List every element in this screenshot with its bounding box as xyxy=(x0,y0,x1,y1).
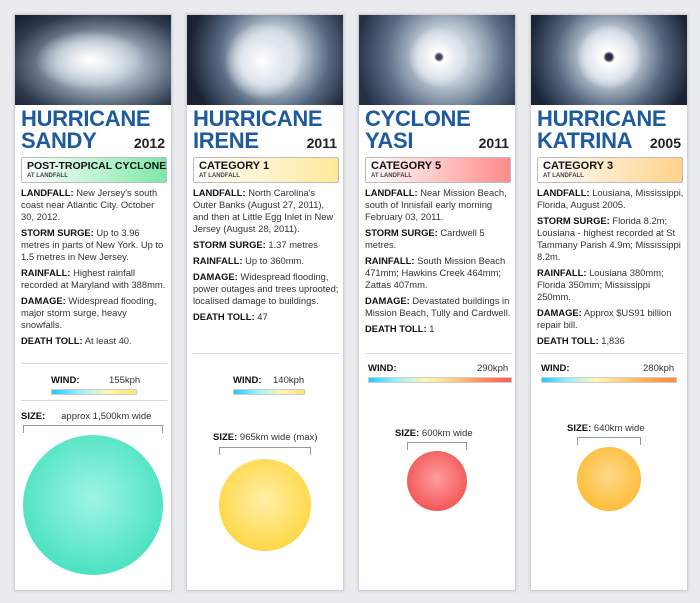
wind-bar xyxy=(541,377,677,383)
storm-title: CYCLONE YASI xyxy=(365,106,471,153)
wind-value: 155kph xyxy=(109,375,141,386)
fact-death-toll: DEATH TOLL: 47 xyxy=(193,311,268,322)
size-label: SIZE: 640km wide xyxy=(567,423,645,434)
fact-landfall: LANDFALL: Near Mission Beach, south of I… xyxy=(365,187,507,222)
category-label: CATEGORY 1 xyxy=(199,160,270,172)
storm-year: 2011 xyxy=(306,135,337,151)
fact-storm-surge: STORM SURGE: Up to 3.96 metres in parts … xyxy=(21,227,164,262)
fact-storm-surge: STORM SURGE: 1.37 metres xyxy=(193,239,318,250)
category-badge: CATEGORY 3 AT LANDFALL xyxy=(537,157,683,183)
fact-storm-surge: STORM SURGE: Florida 8.2m; Lousiana - hi… xyxy=(537,215,681,262)
fact-rainfall: RAINFALL: Lousiana 380mm; Florida 350mm;… xyxy=(537,267,664,302)
fact-rainfall: RAINFALL: Up to 360mm. xyxy=(193,255,304,266)
size-label: SIZE: approx 1,500km wide xyxy=(21,411,152,422)
category-sub: AT LANDFALL xyxy=(543,173,584,179)
facts-list: LANDFALL: Lousiana, Mississippi, Florida… xyxy=(537,187,685,351)
card-katrina: HURRICANE KATRINA 2005 CATEGORY 3 AT LAN… xyxy=(530,14,688,591)
fact-damage: DAMAGE: Widespread flooding, power outag… xyxy=(193,271,339,306)
wind-value: 280kph xyxy=(643,363,675,374)
size-circle xyxy=(407,451,467,511)
wind-meter: WIND: 155kph xyxy=(21,375,167,405)
fact-death-toll: DEATH TOLL: At least 40. xyxy=(21,335,132,346)
category-badge: CATEGORY 1 AT LANDFALL xyxy=(193,157,339,183)
fact-rainfall: RAINFALL: Highest rainfall recorded at M… xyxy=(21,267,166,290)
facts-list: LANDFALL: North Carolina's Outer Banks (… xyxy=(193,187,341,327)
fact-death-toll: DEATH TOLL: 1 xyxy=(365,323,435,334)
divider xyxy=(21,400,167,401)
fact-death-toll: DEATH TOLL: 1,836 xyxy=(537,335,625,346)
size-circle xyxy=(577,447,641,511)
facts-list: LANDFALL: Near Mission Beach, south of I… xyxy=(365,187,513,339)
size-bracket xyxy=(219,447,311,455)
wind-label: WIND: xyxy=(233,375,262,386)
satellite-image xyxy=(15,15,171,105)
divider xyxy=(365,353,511,354)
wind-label: WIND: xyxy=(51,375,80,386)
fact-damage: DAMAGE: Approx $US91 billion repair bill… xyxy=(537,307,672,330)
size-bracket xyxy=(407,442,467,450)
category-sub: AT LANDFALL xyxy=(371,173,412,179)
wind-label: WIND: xyxy=(541,363,570,374)
category-sub: AT LANDFALL xyxy=(199,173,240,179)
category-label: POST-TROPICAL CYCLONE xyxy=(27,160,167,172)
wind-value: 140kph xyxy=(273,375,305,386)
wind-bar xyxy=(51,389,137,395)
wind-label: WIND: xyxy=(368,363,397,374)
card-irene: HURRICANE IRENE 2011 CATEGORY 1 AT LANDF… xyxy=(186,14,344,591)
size-bracket xyxy=(23,425,163,433)
wind-bar xyxy=(233,389,305,395)
storm-year: 2011 xyxy=(478,135,509,151)
storm-year: 2005 xyxy=(649,135,681,151)
category-badge: CATEGORY 5 AT LANDFALL xyxy=(365,157,511,183)
satellite-image xyxy=(531,15,687,105)
fact-damage: DAMAGE: Widespread flooding, major storm… xyxy=(21,295,157,330)
category-sub: AT LANDFALL xyxy=(27,173,68,179)
satellite-image xyxy=(187,15,343,105)
wind-meter: WIND: 280kph xyxy=(537,363,683,393)
storm-title: HURRICANE IRENE xyxy=(193,106,323,153)
satellite-image xyxy=(359,15,515,105)
fact-storm-surge: STORM SURGE: Cardwell 5 metres. xyxy=(365,227,485,250)
fact-damage: DAMAGE: Devastated buildings in Mission … xyxy=(365,295,511,318)
size-circle xyxy=(23,435,163,575)
category-label: CATEGORY 5 xyxy=(371,160,442,172)
wind-value: 290kph xyxy=(477,363,509,374)
wind-meter: WIND: 290kph xyxy=(365,363,512,393)
storm-title: HURRICANE KATRINA xyxy=(537,106,667,153)
fact-rainfall: RAINFALL: South Mission Beach 471mm; Haw… xyxy=(365,255,506,290)
fact-landfall: LANDFALL: New Jersey's south coast near … xyxy=(21,187,158,222)
card-sandy: HURRICANE SANDY 2012 POST-TROPICAL CYCLO… xyxy=(14,14,172,591)
size-bracket xyxy=(577,437,641,445)
divider xyxy=(537,353,683,354)
fact-landfall: LANDFALL: Lousiana, Mississippi, Florida… xyxy=(537,187,684,210)
divider xyxy=(21,363,167,364)
size-circle xyxy=(219,459,311,551)
facts-list: LANDFALL: New Jersey's south coast near … xyxy=(21,187,169,351)
size-label: SIZE: 600km wide xyxy=(395,428,473,439)
wind-meter: WIND: 140kph xyxy=(193,375,339,405)
divider xyxy=(193,353,339,354)
wind-bar xyxy=(368,377,512,383)
storm-title: HURRICANE SANDY xyxy=(21,106,151,153)
fact-landfall: LANDFALL: North Carolina's Outer Banks (… xyxy=(193,187,334,234)
category-label: CATEGORY 3 xyxy=(543,160,614,172)
storm-year: 2012 xyxy=(133,135,165,151)
category-badge: POST-TROPICAL CYCLONE AT LANDFALL xyxy=(21,157,167,183)
size-label: SIZE: 965km wide (max) xyxy=(213,432,318,443)
card-yasi: CYCLONE YASI 2011 CATEGORY 5 AT LANDFALL… xyxy=(358,14,516,591)
